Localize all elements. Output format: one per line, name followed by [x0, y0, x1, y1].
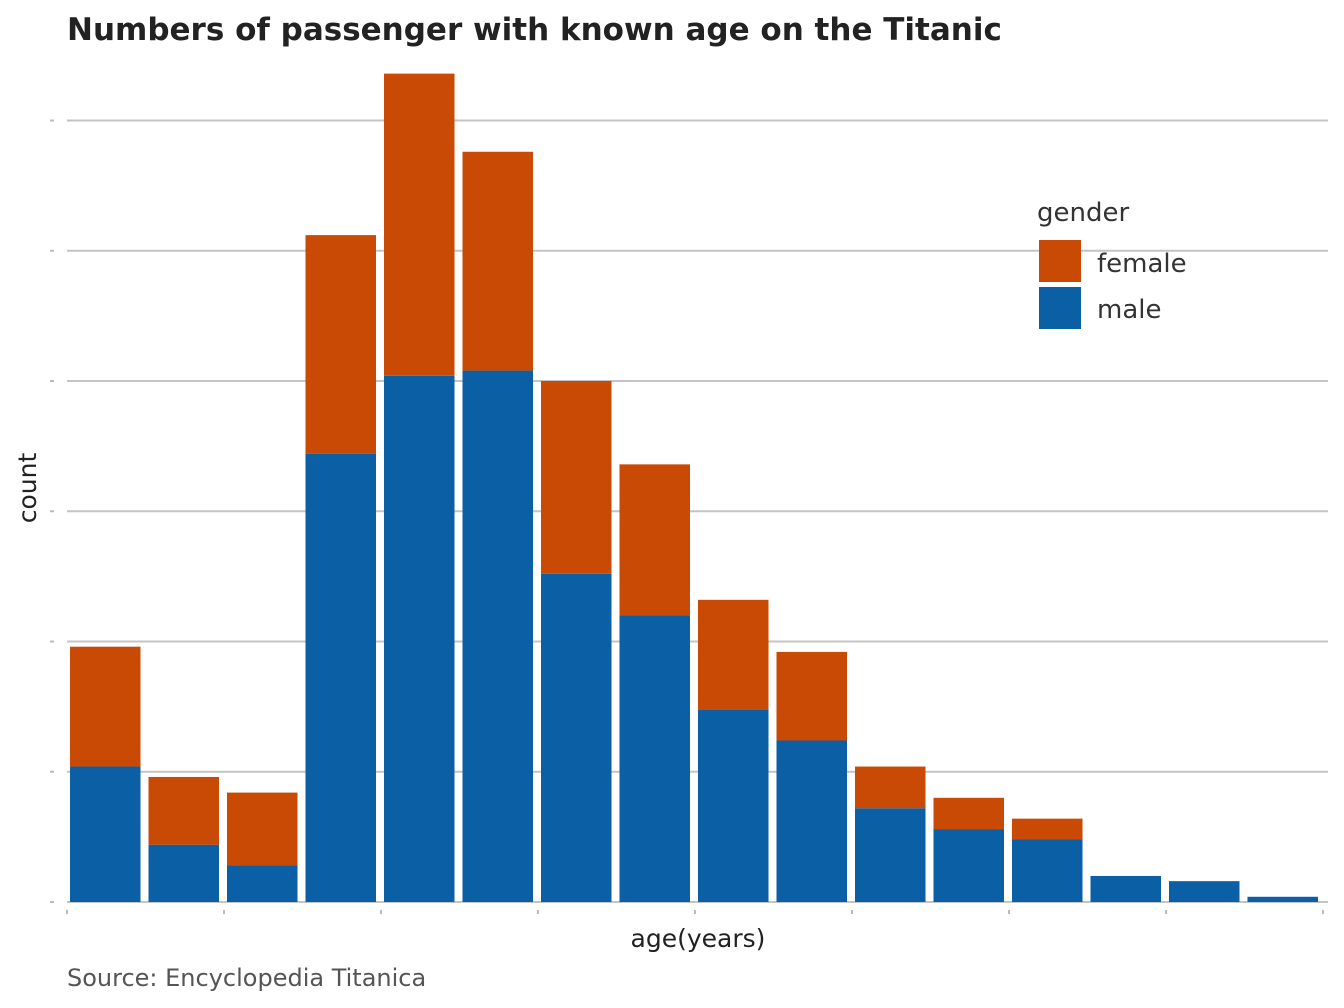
bar-female — [384, 73, 455, 376]
bar-female — [776, 651, 847, 741]
bar-male — [541, 573, 612, 902]
bar-male — [70, 766, 141, 902]
bar-male — [619, 615, 690, 902]
bar-female — [698, 599, 769, 710]
bar-female — [933, 797, 1004, 830]
chart-title: Numbers of passenger with known age on t… — [67, 12, 1002, 48]
bar-female — [619, 464, 690, 616]
bar-female — [462, 151, 533, 371]
legend-title: gender — [1037, 198, 1129, 228]
legend-swatch-female — [1039, 240, 1081, 282]
gridlines — [67, 119, 1328, 903]
bar-male — [698, 709, 769, 902]
bar-female — [1012, 818, 1083, 840]
bars — [70, 73, 1318, 903]
bar-male — [933, 829, 1004, 902]
legend-label-female: female — [1097, 249, 1187, 279]
bar-female — [227, 792, 298, 866]
bar-male — [1012, 839, 1083, 902]
bar-male — [1169, 881, 1240, 902]
bar-male — [305, 453, 376, 902]
y-axis-label: count — [13, 453, 42, 524]
bar-male — [1090, 875, 1161, 902]
axis-ticks — [50, 119, 1324, 914]
bar-male — [462, 370, 533, 903]
legend-label-male: male — [1097, 295, 1161, 325]
bar-male — [148, 844, 219, 902]
bar-male — [1247, 896, 1318, 902]
bar-female — [70, 646, 141, 767]
bar-female — [855, 766, 926, 809]
bar-female — [148, 776, 219, 845]
legend-swatch-male — [1039, 287, 1081, 329]
bar-female — [541, 381, 612, 574]
bar-male — [855, 808, 926, 902]
bar-male — [384, 375, 455, 902]
bar-female — [305, 235, 376, 454]
bar-male — [227, 865, 298, 902]
source-caption: Source: Encyclopedia Titanica — [67, 964, 426, 992]
legend: gender female male — [1037, 198, 1187, 329]
bar-male — [776, 740, 847, 902]
x-axis-label: age(years) — [631, 924, 766, 953]
